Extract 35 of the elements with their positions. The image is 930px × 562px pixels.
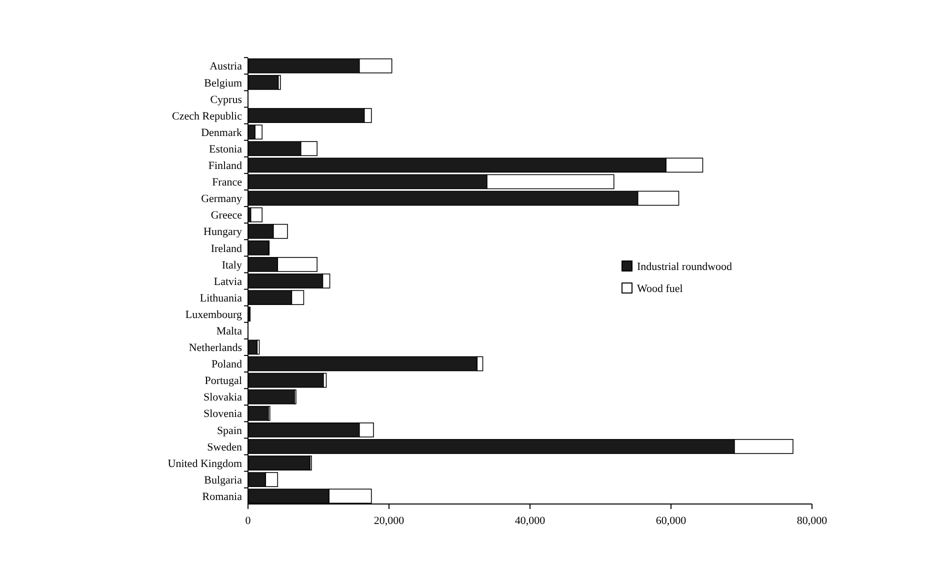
bar <box>250 207 262 222</box>
y-tick-label: Luxembourg <box>185 308 242 321</box>
y-tick-label: Spain <box>216 424 242 437</box>
y-tick-label: United Kingdom <box>168 458 242 470</box>
y-tick-label: Portugal <box>204 375 242 388</box>
y-tick-label: Germany <box>201 193 242 206</box>
y-tick-label: Italy <box>222 259 242 272</box>
legend-label: Industrial roundwood <box>637 260 733 273</box>
y-tick-label: Poland <box>211 358 242 371</box>
y-tick-label: Belgium <box>204 77 242 90</box>
y-tick-label: Sweden <box>207 441 242 454</box>
x-tick-label: 20,000 <box>374 515 405 527</box>
y-tick-label: Estonia <box>209 143 242 156</box>
y-tick-label: Denmark <box>201 126 242 139</box>
y-tick-label: Czech Republic <box>172 110 242 122</box>
y-tick-label: Latvia <box>214 276 242 288</box>
y-tick-label: Malta <box>216 325 242 338</box>
x-tick-label: 0 <box>245 515 252 527</box>
y-tick-label: Cyprus <box>210 94 242 106</box>
y-tick-label: Bulgaria <box>204 474 242 486</box>
y-tick-label: Ireland <box>210 242 242 255</box>
y-tick-label: Finland <box>208 160 242 172</box>
y-tick-label: Lithuania <box>200 292 242 304</box>
y-tick-label: Austria <box>210 60 242 73</box>
legend-label: Wood fuel <box>637 282 683 295</box>
y-tick-label: Netherlands <box>188 342 242 354</box>
y-tick-label: Slovenia <box>204 408 242 420</box>
y-tick-label: Hungary <box>204 226 242 238</box>
y-tick-label: Romania <box>202 490 242 503</box>
y-tick-label: Slovakia <box>204 392 242 404</box>
x-tick-label: 80,000 <box>796 515 828 527</box>
x-tick-label: 40,000 <box>514 515 546 527</box>
y-tick-label: France <box>212 176 242 189</box>
y-tick-label: Greece <box>210 210 242 222</box>
x-tick-label: 60,000 <box>656 515 687 527</box>
